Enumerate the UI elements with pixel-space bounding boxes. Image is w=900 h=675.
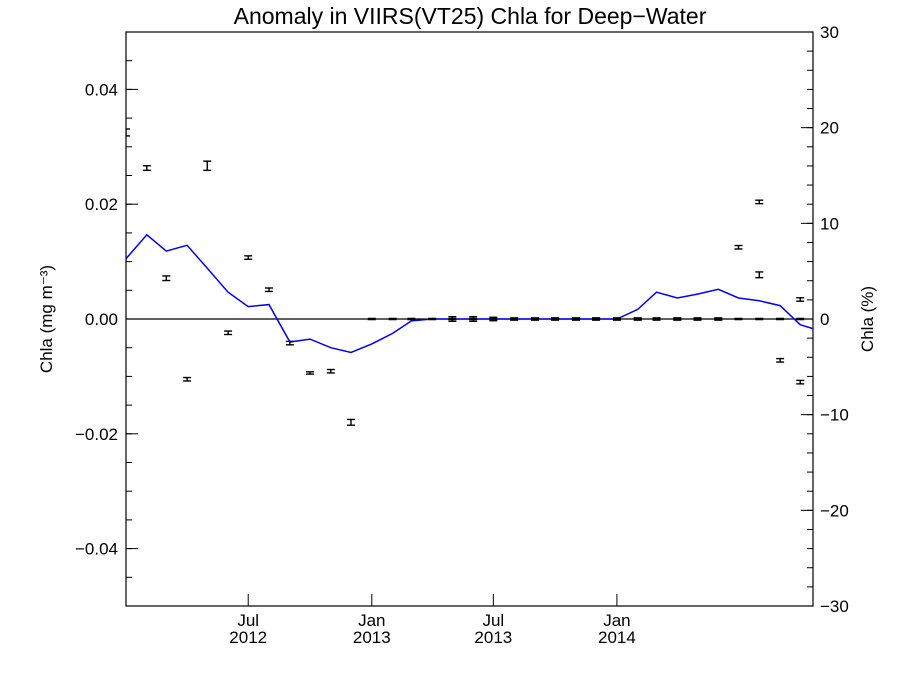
- data-point: [142, 165, 151, 172]
- x-tick-month: Jan: [603, 611, 630, 630]
- y-left-tick-label: 0.02: [85, 195, 118, 214]
- y-axis-right: 30 20 10 0 −10 −20 −30: [801, 23, 849, 616]
- y-axis-left: 0.04 0.02 0.00 −0.02 −0.04: [75, 31, 138, 607]
- data-point: [326, 368, 335, 374]
- y-left-tick-label: 0.00: [85, 310, 118, 329]
- data-point: [755, 271, 764, 279]
- data-point: [776, 317, 785, 321]
- y-right-tick-label: −30: [820, 597, 849, 616]
- y-right-tick-label: −10: [820, 406, 849, 425]
- y-right-tick-label: 30: [820, 23, 839, 42]
- data-point: [265, 287, 274, 293]
- data-point: [530, 317, 539, 321]
- data-point: [367, 317, 376, 321]
- data-point: [633, 317, 642, 321]
- data-point: [126, 128, 130, 137]
- series-layer: [126, 128, 813, 426]
- y-axis-left-label: Chla (mg m⁻³): [37, 265, 56, 373]
- chart-title: Anomaly in VIIRS(VT25) Chla for Deep−Wat…: [234, 3, 707, 29]
- y-right-tick-label: −20: [820, 501, 849, 520]
- data-point: [796, 297, 805, 302]
- data-point: [571, 317, 580, 321]
- x-tick-month: Jul: [482, 611, 504, 630]
- data-point: [592, 317, 601, 321]
- data-point: [652, 317, 661, 321]
- data-point: [285, 340, 294, 346]
- y-left-tick-label: −0.04: [75, 540, 118, 559]
- y-right-tick-label: 0: [820, 310, 829, 329]
- data-point: [306, 371, 315, 375]
- y-left-tick-label: 0.04: [85, 80, 118, 99]
- data-point: [612, 317, 621, 321]
- data-point: [714, 317, 723, 321]
- y-right-tick-label: 20: [820, 119, 839, 138]
- data-point: [183, 376, 192, 382]
- x-tick-month: Jan: [358, 611, 385, 630]
- y-axis-right-label: Chla (%): [858, 286, 877, 352]
- data-point: [551, 317, 560, 321]
- data-point: [203, 160, 212, 172]
- data-point: [693, 317, 702, 321]
- x-tick-month: Jul: [237, 611, 259, 630]
- data-point: [673, 317, 682, 321]
- data-point: [796, 379, 805, 385]
- data-point: [428, 317, 437, 321]
- y-right-tick-label: 10: [820, 214, 839, 233]
- data-point: [388, 317, 397, 321]
- data-point: [244, 255, 253, 261]
- x-tick-year: 2014: [598, 628, 636, 647]
- x-tick-year: 2012: [229, 628, 267, 647]
- data-point: [162, 275, 171, 282]
- data-point: [755, 317, 764, 321]
- data-point: [734, 244, 743, 250]
- data-point: [407, 317, 416, 321]
- y-left-tick-label: −0.02: [75, 425, 118, 444]
- x-tick-year: 2013: [474, 628, 512, 647]
- data-point: [448, 316, 457, 322]
- data-point: [776, 357, 785, 363]
- data-point: [796, 317, 805, 321]
- data-point: [489, 316, 498, 322]
- x-tick-year: 2013: [353, 628, 391, 647]
- data-point: [755, 199, 764, 205]
- data-point: [469, 316, 478, 322]
- data-point: [510, 317, 519, 321]
- data-point: [224, 330, 233, 336]
- data-point: [346, 418, 355, 426]
- data-point: [734, 317, 743, 321]
